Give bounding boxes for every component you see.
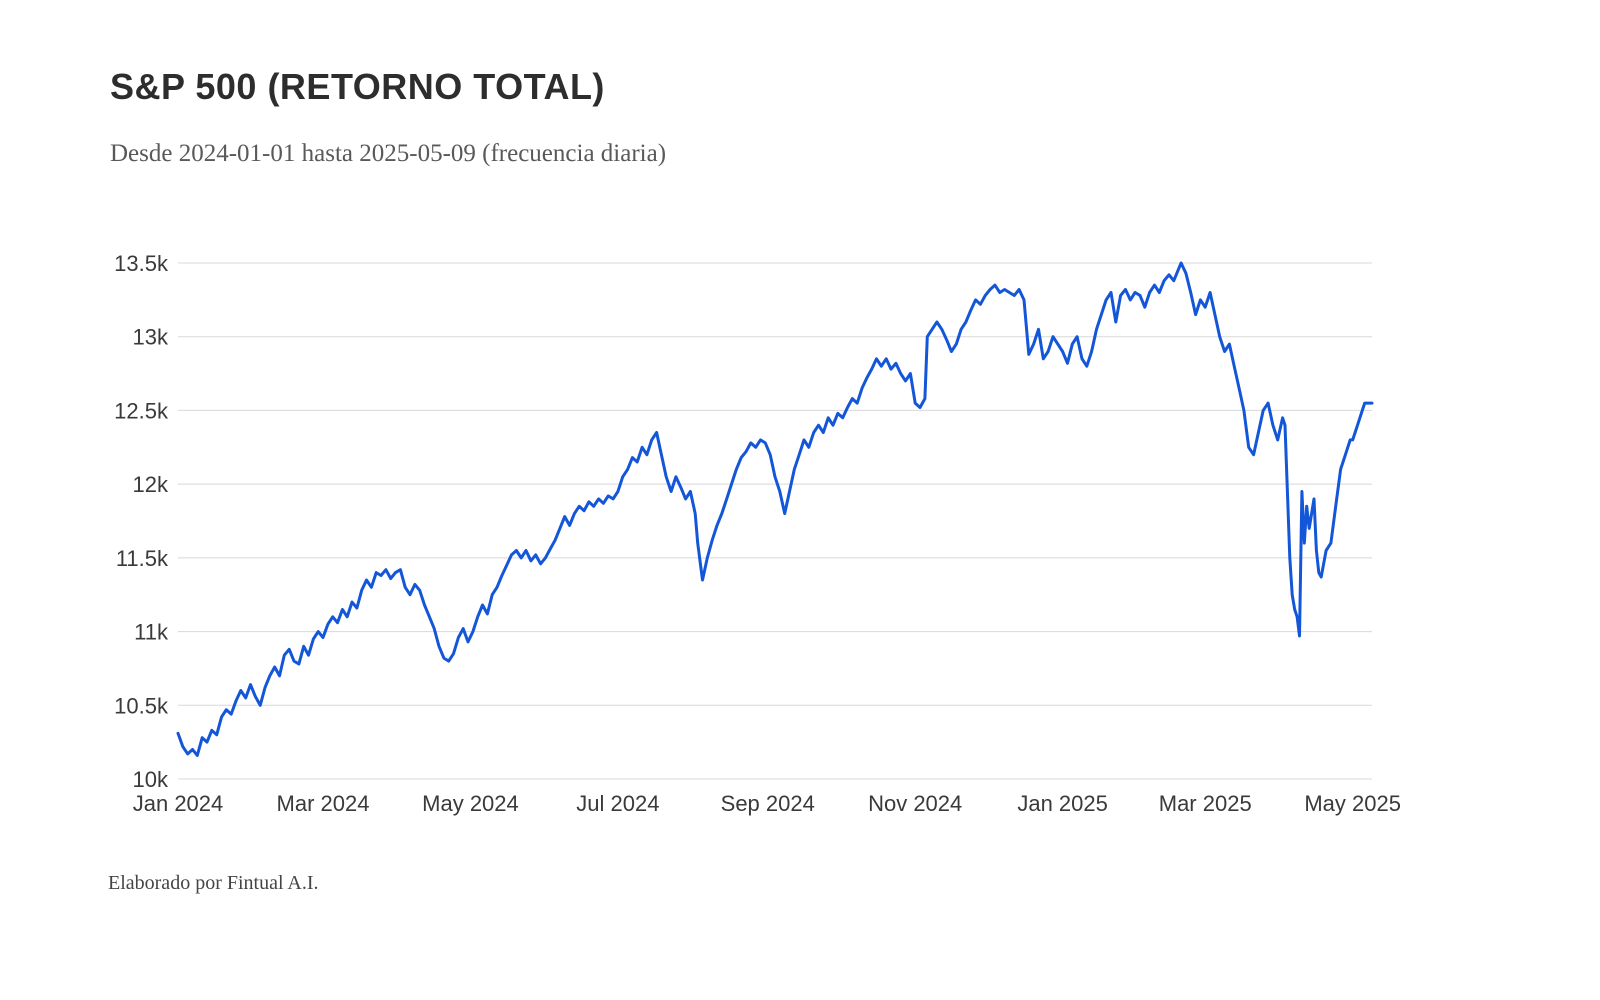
x-tick-label: Sep 2024 — [721, 791, 815, 816]
y-tick-label: 11k — [134, 620, 169, 645]
y-tick-label: 11.5k — [116, 546, 169, 571]
y-tick-label: 10.5k — [114, 693, 169, 718]
x-tick-label: May 2025 — [1304, 791, 1401, 816]
price-line — [176, 261, 1374, 757]
y-tick-label: 13k — [133, 325, 169, 350]
attribution: Elaborado por Fintual A.I. — [108, 872, 319, 894]
x-tick-label: May 2024 — [422, 791, 519, 816]
chart-subtitle: Desde 2024-01-01 hasta 2025-05-09 (frecu… — [110, 140, 667, 167]
x-axis-labels: Jan 2024 Mar 2024 May 2024 Jul 2024 Sep 2024… — [133, 791, 1401, 816]
x-tick-label: Mar 2024 — [277, 791, 370, 816]
x-tick-label: Mar 2025 — [1159, 791, 1252, 816]
y-tick-label: 13.5k — [114, 251, 169, 276]
x-tick-label: Jul 2024 — [576, 791, 659, 816]
chart-title: S&P 500 (RETORNO TOTAL) — [110, 66, 605, 107]
x-tick-label: Jan 2025 — [1017, 791, 1108, 816]
gridlines — [178, 262, 1372, 780]
x-tick-label: Jan 2024 — [133, 791, 224, 816]
y-tick-label: 10k — [133, 767, 169, 792]
x-tick-label: Nov 2024 — [868, 791, 962, 816]
y-axis-labels: 10k 10.5k 11k 11.5k 12k 12.5k 13k 13.5k — [114, 251, 169, 792]
y-tick-label: 12k — [133, 472, 169, 497]
y-tick-label: 12.5k — [114, 398, 169, 423]
